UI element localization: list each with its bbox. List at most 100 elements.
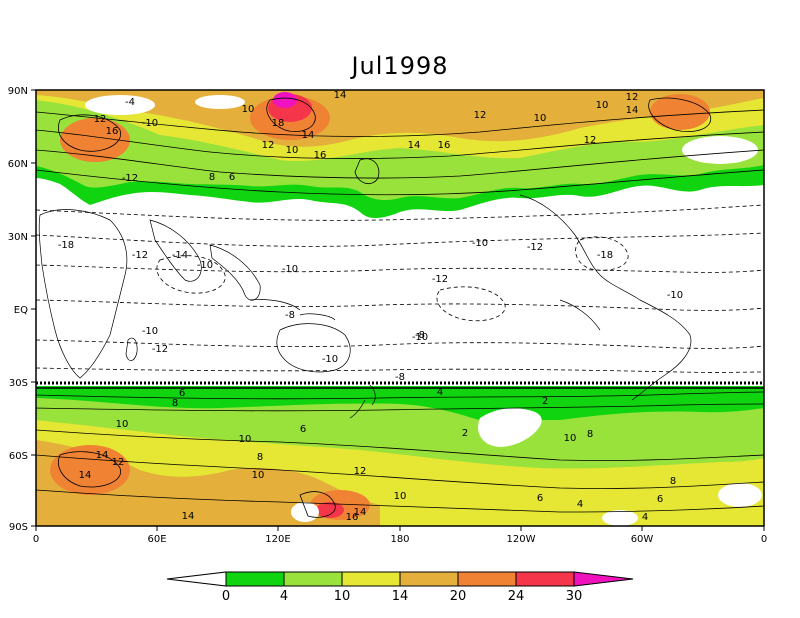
contour-label: 8	[587, 429, 593, 440]
colorbar-label: 14	[392, 589, 409, 604]
contour-label: 14	[408, 140, 421, 151]
colorbar-high-triangle	[573, 571, 634, 587]
x-tick-label: 0	[33, 534, 39, 545]
contour-label: 8	[257, 452, 263, 463]
contour-label: -12	[132, 250, 148, 261]
tick-marks	[31, 89, 765, 531]
contour-label: -10	[197, 260, 213, 271]
contour-label: -10	[142, 118, 158, 129]
x-tick-label: 120W	[507, 534, 536, 545]
colorbar-label: 0	[222, 589, 230, 604]
south-orange-band	[36, 440, 380, 526]
contour-label: 18	[272, 118, 285, 129]
contour-label: 14	[354, 507, 367, 518]
contour-label: -8	[395, 372, 405, 383]
north-orange-patch-1	[60, 118, 130, 162]
x-tick-label: 60W	[631, 534, 654, 545]
contour-label: 8	[172, 398, 178, 409]
x-tick-label: 0	[761, 534, 767, 545]
continent-outlines	[38, 194, 692, 419]
y-tick-label: 30S	[9, 378, 28, 389]
contour-label: -10	[667, 290, 683, 301]
colorbar-segment	[399, 571, 459, 587]
colorbar-label: 30	[566, 589, 583, 604]
colorbar-segment	[341, 571, 401, 587]
y-axis-labels: 90N 60N 30N EQ 30S 60S 90S	[8, 86, 28, 533]
contour-label: -10	[412, 332, 428, 343]
north-white-hole-1	[85, 95, 155, 115]
contour-label: 10	[286, 145, 299, 156]
contour-label: 8	[209, 172, 215, 183]
contour-label: 6	[657, 494, 663, 505]
colorbar: 0 4 10 14 20 24 30	[166, 571, 634, 604]
contour-label: 6	[537, 493, 543, 504]
contour-label: 12	[584, 135, 597, 146]
contour-label: 10	[394, 491, 407, 502]
colorbar-segment	[457, 571, 517, 587]
y-tick-label: EQ	[14, 305, 28, 316]
contour-label: 6	[300, 424, 306, 435]
contour-label: 12	[94, 114, 107, 125]
contour-label: 14	[79, 470, 92, 481]
contour-label: -8	[285, 310, 295, 321]
contour-label: -12	[152, 344, 168, 355]
contour-label: -12	[432, 274, 448, 285]
contour-label: 14	[182, 511, 195, 522]
contour-label: 10	[596, 100, 609, 111]
contour-label: 10	[534, 113, 547, 124]
contour-label: -4	[125, 97, 135, 108]
contour-label: 10	[116, 419, 129, 430]
colorbar-label: 4	[280, 589, 288, 604]
contour-label: 6	[229, 172, 235, 183]
contour-label: 4	[437, 387, 443, 398]
south-white-hole-4	[291, 502, 319, 522]
contour-label: 6	[179, 388, 185, 399]
y-tick-label: 60S	[9, 451, 28, 462]
contour-label: 4	[642, 512, 648, 523]
x-tick-label: 180	[390, 534, 409, 545]
contour-label: -10	[472, 238, 488, 249]
map-field	[36, 90, 764, 526]
contour-label: 14	[334, 90, 347, 101]
contour-label: -14	[172, 250, 188, 261]
contour-label: 12	[262, 140, 275, 151]
map-title: Jul1998	[351, 52, 449, 80]
contour-label: -12	[122, 173, 138, 184]
north-white-hole-3	[195, 95, 245, 109]
north-contours	[36, 97, 764, 196]
x-tick-label: 60E	[147, 534, 166, 545]
contour-label: -10	[282, 264, 298, 275]
colorbar-label: 10	[334, 589, 351, 604]
contour-label: -10	[142, 326, 158, 337]
contour-label: 12	[112, 457, 125, 468]
colorbar-label: 20	[450, 589, 467, 604]
contour-label: 14	[96, 450, 109, 461]
contour-label: 10	[252, 470, 265, 481]
contour-label: 2	[542, 396, 548, 407]
contour-label: 16	[314, 150, 327, 161]
contour-label: 12	[474, 110, 487, 121]
contour-label: 8	[670, 476, 676, 487]
y-tick-label: 30N	[8, 232, 28, 243]
contour-label: 16	[438, 140, 451, 151]
contour-label: -8	[415, 330, 425, 341]
x-axis-labels: 0 60E 120E 180 120W 60W 0	[33, 534, 767, 545]
y-tick-label: 90S	[9, 522, 28, 533]
contour-label: 16	[346, 512, 359, 523]
contour-label: 14	[626, 105, 639, 116]
north-orange-patch-3	[650, 94, 710, 130]
colorbar-segment	[225, 571, 285, 587]
contour-label: 4	[577, 499, 583, 510]
south-white-hole-2	[602, 510, 638, 526]
contour-label: -18	[597, 250, 613, 261]
boundary-hatch	[36, 381, 764, 389]
colorbar-segment	[283, 571, 343, 587]
north-magenta-patch	[273, 92, 297, 108]
tropic-dashed-contours	[36, 204, 764, 373]
contour-label: 10	[239, 434, 252, 445]
y-tick-label: 90N	[8, 86, 28, 97]
contour-label: -18	[58, 240, 74, 251]
contour-label: -12	[527, 242, 543, 253]
